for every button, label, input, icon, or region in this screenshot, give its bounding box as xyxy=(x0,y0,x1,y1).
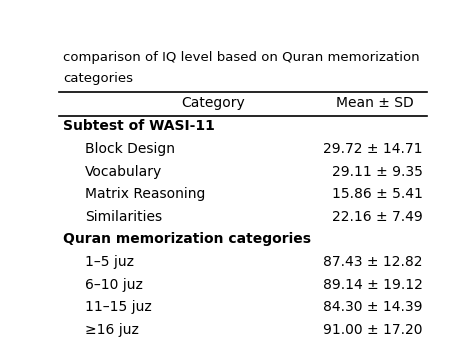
Text: Mean ± SD: Mean ± SD xyxy=(336,96,414,110)
Text: 84.30 ± 14.39: 84.30 ± 14.39 xyxy=(323,300,423,314)
Text: 91.00 ± 17.20: 91.00 ± 17.20 xyxy=(323,323,423,337)
Text: Matrix Reasoning: Matrix Reasoning xyxy=(85,187,205,201)
Text: Similarities: Similarities xyxy=(85,210,162,224)
Text: 6–10 juz: 6–10 juz xyxy=(85,277,143,291)
Text: Vocabulary: Vocabulary xyxy=(85,165,162,179)
Text: 11–15 juz: 11–15 juz xyxy=(85,300,152,314)
Text: categories: categories xyxy=(63,72,133,85)
Text: 29.11 ± 9.35: 29.11 ± 9.35 xyxy=(332,165,423,179)
Text: Quran memorization categories: Quran memorization categories xyxy=(63,232,311,246)
Text: 87.43 ± 12.82: 87.43 ± 12.82 xyxy=(323,255,423,269)
Text: 22.16 ± 7.49: 22.16 ± 7.49 xyxy=(332,210,423,224)
Text: 89.14 ± 19.12: 89.14 ± 19.12 xyxy=(323,277,423,291)
Text: Subtest of WASI-11: Subtest of WASI-11 xyxy=(63,119,215,133)
Text: 29.72 ± 14.71: 29.72 ± 14.71 xyxy=(323,142,423,156)
Text: ≥16 juz: ≥16 juz xyxy=(85,323,139,337)
Text: Block Design: Block Design xyxy=(85,142,175,156)
Text: Category: Category xyxy=(182,96,246,110)
Text: 15.86 ± 5.41: 15.86 ± 5.41 xyxy=(332,187,423,201)
Text: 1–5 juz: 1–5 juz xyxy=(85,255,134,269)
Text: comparison of IQ level based on Quran memorization: comparison of IQ level based on Quran me… xyxy=(63,51,419,64)
